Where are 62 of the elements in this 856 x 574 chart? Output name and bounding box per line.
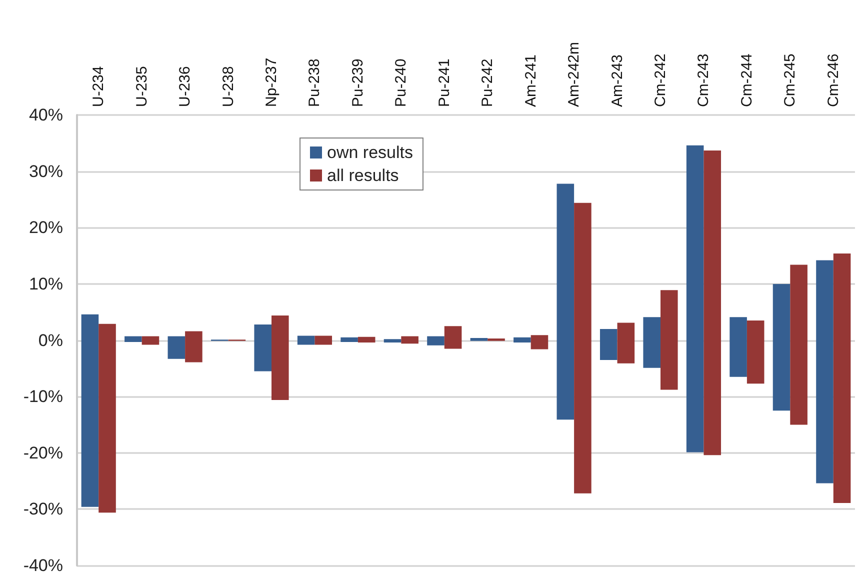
- bar: [142, 336, 160, 345]
- x-tick-label: U-236: [176, 66, 194, 107]
- bar: [427, 336, 444, 346]
- bar: [314, 336, 332, 345]
- bar: [297, 336, 315, 345]
- bar: [470, 338, 488, 341]
- bar: [98, 324, 116, 513]
- x-tick-label: Am-243: [608, 54, 626, 107]
- bar: [790, 264, 808, 425]
- bar: [384, 339, 402, 343]
- bar: [704, 150, 722, 456]
- bar: [617, 322, 635, 364]
- bar: [556, 184, 574, 420]
- bar: [660, 290, 678, 390]
- bar: [574, 202, 592, 494]
- bar: [168, 336, 186, 359]
- bar: [772, 284, 790, 411]
- bar: [185, 331, 202, 362]
- x-tick-label: Am-241: [522, 54, 540, 107]
- legend-label: own results: [327, 143, 413, 162]
- x-tick-label: Am-242m: [566, 42, 583, 107]
- y-tick-label: 20%: [28, 218, 63, 238]
- y-tick-label: 40%: [28, 106, 63, 124]
- x-tick-label: Cm-243: [695, 54, 712, 107]
- y-tick-label: -30%: [23, 500, 63, 519]
- x-tick-label: U-235: [133, 66, 150, 107]
- bar: [124, 336, 142, 342]
- x-tick-label: U-234: [90, 66, 108, 107]
- x-tick-label: Pu-242: [479, 58, 496, 107]
- bar: [340, 337, 358, 342]
- bar: [514, 337, 531, 343]
- y-tick-label: -10%: [23, 387, 63, 406]
- legend-label: all results: [327, 166, 399, 185]
- bar: [401, 336, 418, 344]
- y-tick-label: 30%: [28, 162, 63, 181]
- bar: [81, 314, 99, 507]
- bar: [358, 336, 376, 343]
- bar: [643, 317, 660, 368]
- x-tick-label: Pu-240: [392, 58, 410, 107]
- bar: [746, 320, 764, 384]
- x-tick-label: Pu-241: [436, 58, 453, 107]
- bar: [254, 324, 272, 372]
- bar: [730, 317, 747, 377]
- x-tick-label: U-238: [220, 66, 237, 107]
- bar: [444, 326, 462, 349]
- bar: [816, 260, 834, 484]
- x-tick-label: Cm-245: [782, 54, 799, 107]
- bar: [600, 328, 618, 360]
- x-tick-label: Cm-242: [652, 54, 669, 107]
- bar: [686, 145, 704, 452]
- y-tick-label: 0%: [38, 330, 63, 350]
- x-tick-label: Cm-246: [824, 54, 842, 107]
- bar: [833, 254, 851, 503]
- bar: [530, 335, 548, 350]
- y-tick-label: 10%: [28, 274, 63, 294]
- x-tick-label: Np-237: [263, 58, 280, 107]
- x-tick-label: Cm-244: [738, 54, 756, 107]
- bar: [272, 315, 289, 400]
- y-tick-label: -20%: [23, 443, 63, 462]
- x-tick-label: Pu-239: [349, 58, 366, 107]
- x-tick-label: Pu-238: [306, 58, 324, 107]
- y-tick-label: -40%: [23, 556, 63, 574]
